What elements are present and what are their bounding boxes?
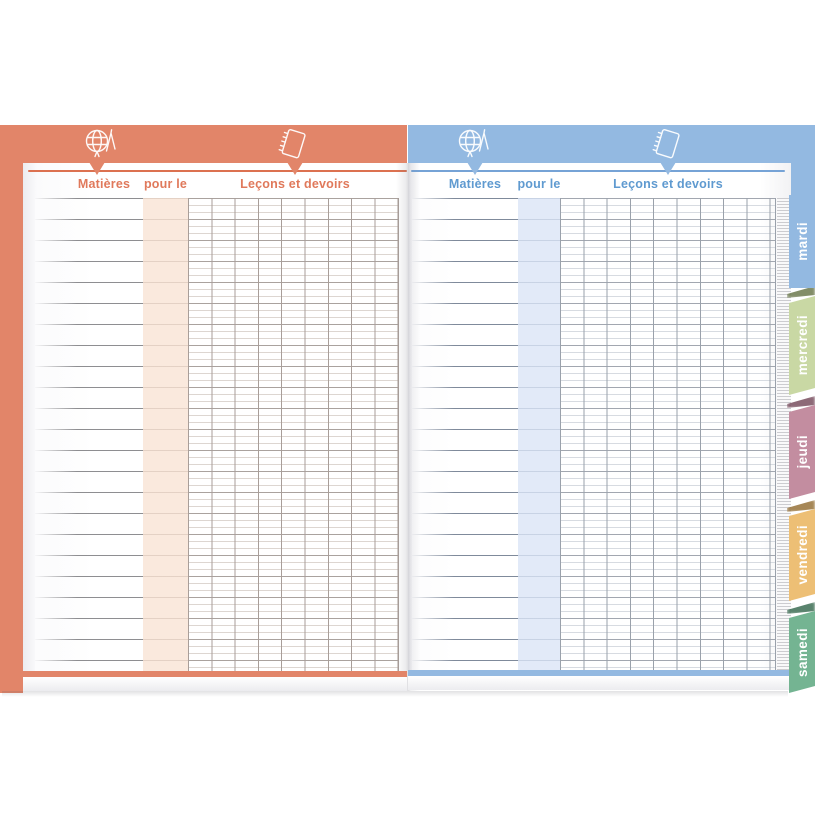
tab-label: vendredi: [794, 525, 810, 585]
column-header-pour-le: pour le: [517, 177, 561, 191]
tab-label: samedi: [794, 627, 810, 677]
column-header-pour-le: pour le: [143, 177, 188, 191]
pointer-arrow-icon: [660, 162, 676, 175]
page-stack-bottom-edge: [408, 676, 791, 690]
pour-le-column: [518, 198, 560, 670]
matieres-ruled-column: [35, 198, 143, 671]
header-rule: [28, 170, 407, 172]
pour-le-column: [143, 198, 188, 671]
notebook-icon: [276, 127, 310, 161]
right-cover-band: [408, 125, 815, 163]
right-page: Matières pour le Leçons et devoirs: [408, 163, 791, 670]
tab-mardi[interactable]: mardi: [789, 195, 815, 288]
globe-compass-icon: [82, 127, 120, 161]
left-cover-band: [0, 125, 407, 163]
pointer-arrow-icon: [287, 162, 303, 175]
spread-drop-shadow: [2, 691, 788, 697]
page-stack-edge: [777, 198, 791, 670]
agenda-double-page: Matières pour le Leçons et devoirs Matiè…: [0, 125, 815, 697]
tab-mercredi[interactable]: mercredi: [789, 296, 815, 395]
tab-label: mercredi: [794, 315, 810, 376]
pointer-arrow-icon: [89, 162, 105, 175]
column-header-matieres: Matières: [77, 177, 131, 191]
pointer-arrow-icon: [467, 162, 483, 175]
tab-label: jeudi: [794, 435, 810, 469]
column-header-lecons-et-devoirs: Leçons et devoirs: [613, 177, 723, 191]
globe-compass-icon: [455, 127, 493, 161]
left-page: Matières pour le Leçons et devoirs: [23, 163, 407, 671]
column-header-matieres: Matières: [448, 177, 502, 191]
tab-samedi[interactable]: samedi: [789, 611, 815, 693]
lecons-grid-column: [188, 198, 399, 671]
left-table: [23, 198, 407, 671]
tab-vendredi[interactable]: vendredi: [789, 509, 815, 601]
column-header-lecons-et-devoirs: Leçons et devoirs: [240, 177, 350, 191]
right-cover-bottom-bar: [408, 670, 791, 676]
lecons-grid-column: [560, 198, 776, 670]
page-stack-bottom-edge: [23, 677, 407, 691]
header-rule: [411, 170, 785, 172]
left-cover-bottom-bar: [20, 671, 407, 677]
left-cover-edge: [0, 125, 23, 693]
notebook-icon: [650, 127, 684, 161]
tab-jeudi[interactable]: jeudi: [789, 405, 815, 499]
matieres-ruled-column: [412, 198, 518, 670]
tab-label: mardi: [794, 222, 810, 261]
right-table: [408, 198, 791, 670]
page-gutter-shadow: [396, 163, 420, 691]
